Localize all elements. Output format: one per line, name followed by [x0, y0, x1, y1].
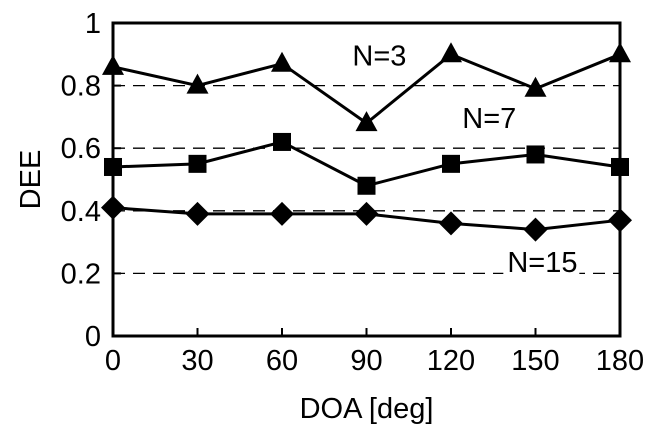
square-marker [526, 145, 545, 164]
series-square [104, 132, 629, 195]
square-marker [357, 176, 376, 195]
y-tick-label: 0.4 [61, 196, 101, 228]
series-diamond [101, 195, 632, 242]
x-tick-label: 150 [511, 345, 559, 377]
annotation-background [348, 38, 408, 73]
y-tick-label: 1 [85, 8, 101, 40]
x-tick-label: 60 [266, 345, 298, 377]
square-marker [188, 154, 207, 173]
y-axis-title: DEE [15, 150, 47, 210]
annotation-label: N=15 [507, 247, 577, 279]
y-tick-label: 0 [85, 321, 101, 353]
triangle-marker [186, 73, 209, 94]
x-tick-label: 30 [181, 345, 213, 377]
annotation-background [503, 244, 580, 279]
y-tick-label: 0.2 [61, 258, 101, 290]
annotation-label: N=7 [462, 103, 516, 135]
diamond-marker [270, 201, 294, 226]
x-tick-label: 180 [596, 345, 644, 377]
triangle-marker [355, 111, 378, 132]
diamond-marker [439, 211, 463, 236]
triangle-marker [271, 51, 293, 72]
series-annotation: N=15 [503, 244, 580, 279]
annotation-label: N=3 [352, 40, 406, 72]
series-annotation: N=7 [458, 100, 518, 135]
series-annotation: N=3 [348, 38, 408, 73]
annotation-layer: N=3 N=7 N=15 [348, 38, 580, 279]
x-tick-label: 120 [427, 345, 475, 377]
x-tick-label: 90 [350, 345, 382, 377]
x-tick-label: 0 [105, 345, 121, 377]
diamond-marker [185, 201, 210, 226]
axis-ticks: 0 30 60 90 120 150 180 0 0.2 0.4 0.6 0.8 1 [61, 8, 645, 377]
y-tick-label: 0.6 [61, 133, 101, 165]
annotation-background [458, 100, 518, 135]
diamond-marker [523, 217, 548, 242]
diamond-marker [354, 201, 379, 226]
x-axis-title: DOA [deg] [300, 393, 434, 425]
triangle-marker [440, 42, 462, 63]
square-marker [442, 154, 460, 173]
y-tick-label: 0.8 [61, 71, 101, 103]
triangle-marker [524, 76, 547, 97]
square-marker [273, 132, 291, 151]
